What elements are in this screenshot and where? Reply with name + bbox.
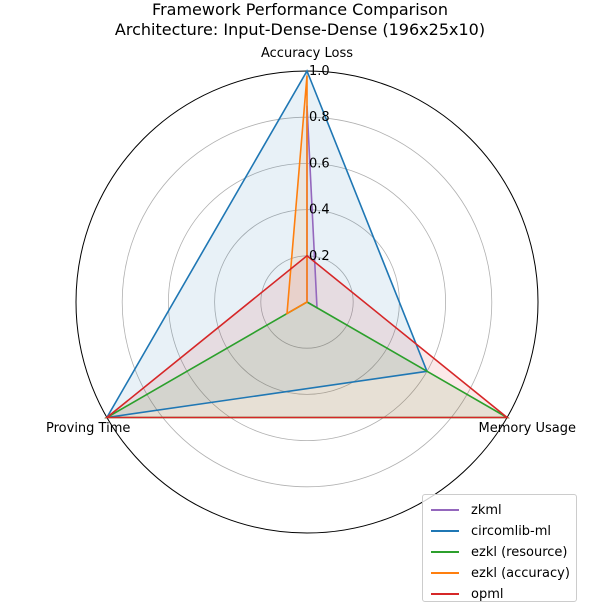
legend-swatch xyxy=(431,572,459,574)
legend-item-ezkl-accuracy: ezkl (accuracy) xyxy=(431,563,570,583)
series-fill-1 xyxy=(106,71,428,418)
series-line-1 xyxy=(105,69,429,419)
series-fill-4 xyxy=(106,255,508,418)
series-fill-2 xyxy=(106,302,508,418)
legend-item-ezkl-resource: ezkl (resource) xyxy=(431,542,567,562)
legend-label: circomlib-ml xyxy=(471,523,552,539)
legend-item-zkml: zkml xyxy=(431,500,502,520)
legend: zkml circomlib-ml ezkl (resource) ezkl (… xyxy=(422,494,577,602)
axis-label: Memory Usage xyxy=(478,421,576,436)
radial-tick-label: 1.0 xyxy=(309,64,330,79)
legend-label: zkml xyxy=(471,502,502,518)
legend-label: ezkl (resource) xyxy=(471,544,568,560)
chart-subtitle: Architecture: Input-Dense-Dense (196x25x… xyxy=(114,20,486,39)
series-layer xyxy=(103,69,511,419)
legend-item-circomlib-ml: circomlib-ml xyxy=(431,521,551,541)
axis-label: Proving Time xyxy=(46,421,130,436)
legend-swatch xyxy=(431,551,459,553)
axis-label: Accuracy Loss xyxy=(261,46,353,61)
radial-tick-label: 0.4 xyxy=(309,203,330,218)
radial-tick-label: 0.8 xyxy=(309,110,330,125)
chart-title: Framework Performance Comparison xyxy=(152,0,448,19)
legend-item-opml: opml xyxy=(431,584,503,604)
legend-swatch xyxy=(431,530,459,532)
radial-tick-label: 0.6 xyxy=(309,156,330,171)
series-line-4 xyxy=(104,254,510,419)
radial-tick-label: 0.2 xyxy=(309,249,330,264)
label-layer: 0.2 0.4 0.6 0.8 1.0 Accuracy Loss Memory Usage… xyxy=(46,46,576,436)
series-line-3 xyxy=(286,75,308,316)
legend-swatch xyxy=(431,509,459,511)
legend-swatch xyxy=(431,593,459,595)
legend-label: ezkl (accuracy) xyxy=(471,565,570,581)
legend-label: opml xyxy=(471,586,504,602)
